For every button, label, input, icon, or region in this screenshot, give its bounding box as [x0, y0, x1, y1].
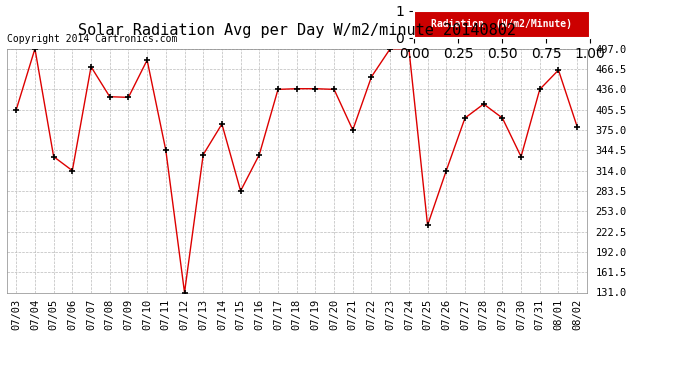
Text: Solar Radiation Avg per Day W/m2/minute 20140802: Solar Radiation Avg per Day W/m2/minute …	[78, 22, 515, 38]
Text: Copyright 2014 Cartronics.com: Copyright 2014 Cartronics.com	[7, 34, 177, 44]
Text: Radiation  (W/m2/Minute): Radiation (W/m2/Minute)	[431, 19, 573, 29]
